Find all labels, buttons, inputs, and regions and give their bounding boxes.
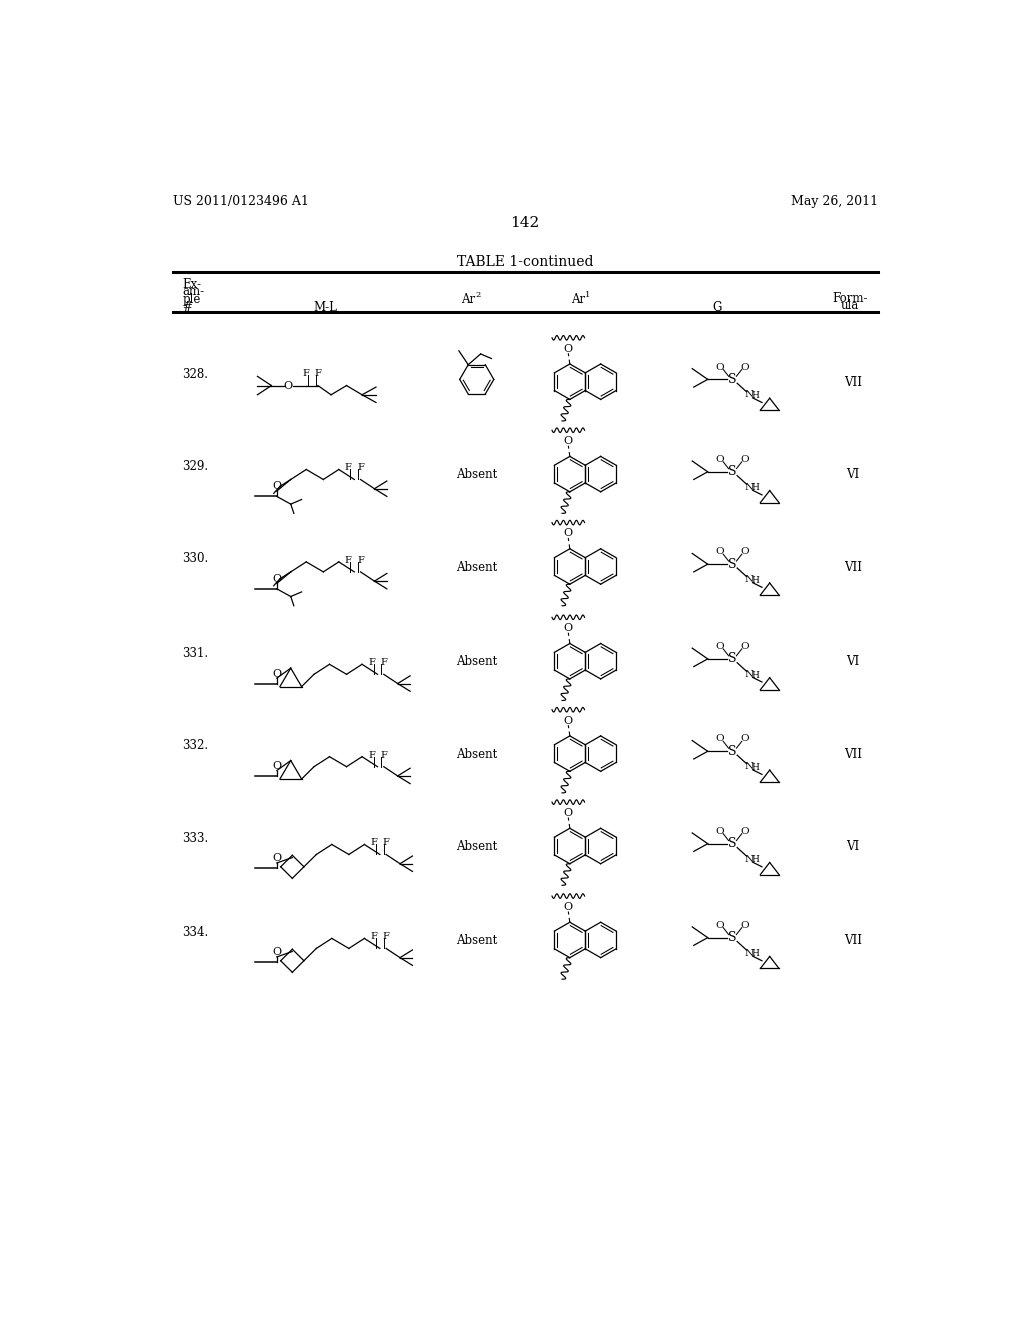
Text: O: O: [272, 948, 282, 957]
Text: F: F: [383, 932, 389, 941]
Text: VII: VII: [844, 748, 861, 760]
Text: 331.: 331.: [182, 647, 208, 660]
Text: O: O: [716, 642, 724, 651]
Text: N: N: [745, 854, 754, 863]
Text: F: F: [371, 838, 377, 847]
Text: S: S: [728, 557, 736, 570]
Text: O: O: [564, 715, 572, 726]
Text: am-: am-: [182, 285, 205, 298]
Text: F: F: [302, 368, 309, 378]
Text: H: H: [751, 949, 759, 958]
Text: 329.: 329.: [182, 459, 208, 473]
Text: O: O: [284, 380, 293, 391]
Text: F: F: [380, 751, 387, 759]
Text: Absent: Absent: [456, 561, 498, 574]
Text: F: F: [380, 659, 387, 667]
Text: O: O: [272, 853, 282, 863]
Text: N: N: [745, 669, 754, 678]
Text: F: F: [383, 838, 389, 847]
Text: 334.: 334.: [182, 925, 209, 939]
Text: O: O: [740, 363, 750, 371]
Text: O: O: [564, 343, 572, 354]
Text: O: O: [272, 668, 282, 678]
Text: H: H: [751, 391, 759, 400]
Text: O: O: [740, 455, 750, 463]
Text: N: N: [745, 576, 754, 583]
Text: F: F: [314, 368, 322, 378]
Text: N: N: [745, 762, 754, 771]
Text: F: F: [357, 556, 364, 565]
Text: O: O: [564, 528, 572, 539]
Text: Absent: Absent: [456, 935, 498, 948]
Text: H: H: [751, 483, 759, 492]
Text: O: O: [740, 734, 750, 743]
Text: O: O: [272, 760, 282, 771]
Text: O: O: [272, 482, 282, 491]
Text: H: H: [751, 763, 759, 772]
Text: F: F: [345, 556, 351, 565]
Text: S: S: [728, 931, 736, 944]
Text: F: F: [345, 463, 351, 473]
Text: Ar: Ar: [571, 293, 586, 306]
Text: H: H: [751, 855, 759, 865]
Text: O: O: [740, 826, 750, 836]
Text: ple: ple: [182, 293, 201, 306]
Text: ula: ula: [841, 300, 859, 313]
Text: O: O: [716, 548, 724, 556]
Text: #: #: [182, 301, 193, 314]
Text: O: O: [564, 436, 572, 446]
Text: May 26, 2011: May 26, 2011: [791, 195, 878, 209]
Text: O: O: [716, 921, 724, 929]
Text: S: S: [728, 744, 736, 758]
Text: H: H: [751, 671, 759, 680]
Text: M-L: M-L: [313, 301, 338, 314]
Text: 332.: 332.: [182, 739, 208, 752]
Text: O: O: [716, 826, 724, 836]
Text: S: S: [728, 372, 736, 385]
Text: O: O: [740, 548, 750, 556]
Text: F: F: [357, 463, 364, 473]
Text: US 2011/0123496 A1: US 2011/0123496 A1: [173, 195, 309, 209]
Text: Absent: Absent: [456, 656, 498, 668]
Text: O: O: [564, 623, 572, 634]
Text: 328.: 328.: [182, 367, 208, 380]
Text: O: O: [564, 808, 572, 818]
Text: F: F: [371, 932, 377, 941]
Text: TABLE 1-continued: TABLE 1-continued: [457, 255, 593, 269]
Text: VII: VII: [844, 376, 861, 389]
Text: VI: VI: [846, 656, 859, 668]
Text: 333.: 333.: [182, 832, 209, 845]
Text: O: O: [272, 574, 282, 583]
Text: 330.: 330.: [182, 552, 209, 565]
Text: Form-: Form-: [833, 292, 868, 305]
Text: F: F: [368, 659, 375, 667]
Text: S: S: [728, 837, 736, 850]
Text: Ex-: Ex-: [182, 277, 202, 290]
Text: VI: VI: [846, 841, 859, 853]
Text: G: G: [713, 301, 722, 314]
Text: 142: 142: [510, 216, 540, 230]
Text: VII: VII: [844, 561, 861, 574]
Text: H: H: [751, 576, 759, 585]
Text: Absent: Absent: [456, 469, 498, 482]
Text: VI: VI: [846, 469, 859, 482]
Text: O: O: [740, 921, 750, 929]
Text: Absent: Absent: [456, 841, 498, 853]
Text: N: N: [745, 949, 754, 957]
Text: O: O: [716, 455, 724, 463]
Text: O: O: [716, 363, 724, 371]
Text: O: O: [740, 642, 750, 651]
Text: F: F: [368, 751, 375, 759]
Text: VII: VII: [844, 935, 861, 948]
Text: N: N: [745, 483, 754, 491]
Text: S: S: [728, 652, 736, 665]
Text: 1: 1: [586, 290, 591, 298]
Text: Absent: Absent: [456, 748, 498, 760]
Text: O: O: [564, 902, 572, 912]
Text: N: N: [745, 391, 754, 399]
Text: O: O: [716, 734, 724, 743]
Text: 2: 2: [475, 290, 480, 298]
Text: Ar: Ar: [461, 293, 475, 306]
Text: S: S: [728, 465, 736, 478]
